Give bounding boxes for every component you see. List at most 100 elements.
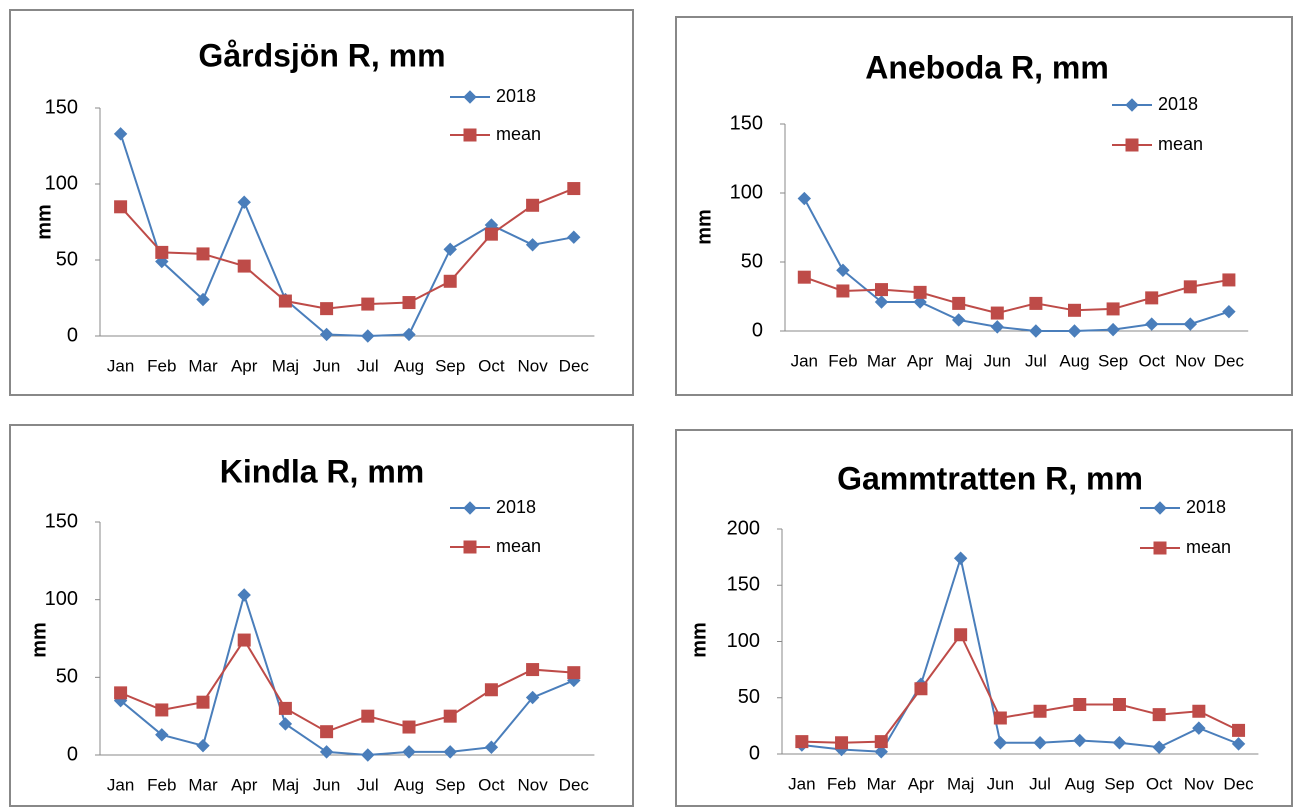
y-tick-label: 150: [727, 574, 760, 596]
chart-title: Aneboda R, mm: [865, 49, 1109, 85]
marker: [484, 227, 498, 241]
marker: [443, 709, 457, 723]
marker: [1231, 737, 1246, 751]
marker: [1183, 280, 1197, 294]
x-tick-label: Jun: [313, 775, 340, 794]
marker: [237, 633, 251, 647]
marker: [1192, 704, 1206, 718]
x-tick-label: Aug: [1059, 351, 1089, 370]
marker: [278, 294, 292, 308]
marker: [1106, 302, 1120, 316]
y-tick-label: 0: [67, 743, 78, 765]
marker: [1029, 324, 1043, 338]
marker: [1222, 304, 1236, 319]
marker: [319, 327, 334, 342]
marker: [1152, 708, 1166, 722]
x-tick-label: Apr: [907, 351, 934, 370]
marker: [874, 735, 888, 749]
x-tick-label: Jan: [788, 774, 815, 793]
marker: [237, 588, 251, 602]
y-tick-label: 100: [45, 588, 78, 610]
marker: [874, 295, 889, 309]
y-tick-label: 150: [45, 510, 78, 532]
y-tick-label: 100: [727, 630, 760, 652]
marker: [835, 736, 849, 750]
marker: [526, 663, 540, 677]
marker: [1153, 541, 1167, 555]
marker: [1106, 322, 1120, 337]
legend-label: 2018: [496, 86, 536, 106]
marker: [463, 501, 477, 515]
chart: 0 50 100 150 Jan Feb Mar Apr Maj Jun Jul Aug Sep Oct N…: [9, 424, 634, 807]
marker: [320, 302, 334, 316]
marker: [463, 128, 477, 142]
marker: [443, 274, 457, 288]
marker: [484, 740, 499, 754]
x-tick-label: Jan: [791, 351, 818, 370]
x-tick-label: Aug: [394, 775, 424, 794]
y-tick-label: 0: [752, 319, 763, 341]
x-tick-label: Mar: [867, 774, 897, 793]
marker: [402, 745, 416, 759]
marker: [1029, 296, 1043, 310]
marker: [990, 320, 1005, 334]
marker: [1183, 317, 1198, 331]
marker: [797, 191, 812, 206]
marker: [1033, 736, 1047, 750]
x-tick-label: Apr: [908, 774, 935, 793]
y-tick-label: 50: [738, 686, 760, 708]
legend-label: mean: [1186, 537, 1231, 557]
y-tick-label: 0: [749, 742, 760, 764]
x-tick-label: Jul: [357, 356, 379, 375]
x-tick-label: Feb: [147, 356, 176, 375]
chart: 0 50 100 150 200 Jan Feb Mar Apr Maj Jun Jul Aug Sep O…: [675, 429, 1293, 807]
marker: [155, 254, 169, 269]
marker: [1152, 740, 1166, 754]
x-tick-label: Mar: [188, 356, 218, 375]
series-line: [120, 638, 574, 733]
marker: [990, 306, 1004, 320]
y-axis-label: mm: [28, 622, 50, 658]
series-line: [119, 591, 575, 757]
x-tick-label: Jul: [1029, 774, 1051, 793]
marker: [874, 745, 888, 759]
marker: [463, 540, 477, 554]
marker: [402, 327, 416, 342]
y-tick-label: 50: [741, 250, 763, 272]
marker: [155, 245, 169, 259]
marker: [951, 313, 966, 327]
y-tick-label: 0: [67, 324, 78, 346]
chart-frame: [675, 429, 1293, 807]
marker: [463, 90, 477, 104]
marker: [525, 690, 540, 705]
legend-label: mean: [496, 536, 541, 556]
x-tick-label: Sep: [435, 775, 465, 794]
marker: [155, 728, 169, 742]
x-tick-label: Jun: [987, 774, 1014, 793]
x-tick-label: Dec: [1214, 351, 1245, 370]
marker: [567, 666, 581, 680]
marker: [914, 682, 928, 696]
marker: [278, 717, 293, 731]
y-tick-label: 100: [45, 172, 78, 194]
marker: [196, 292, 210, 307]
marker: [361, 297, 375, 311]
marker: [1125, 138, 1139, 152]
marker: [875, 283, 888, 297]
marker: [1153, 501, 1167, 515]
marker: [993, 736, 1008, 750]
series-line: [801, 554, 1239, 753]
marker: [1067, 324, 1082, 338]
legend-label: 2018: [1186, 497, 1226, 517]
marker: [1144, 317, 1159, 331]
series-line: [801, 632, 1239, 744]
x-tick-label: Maj: [947, 774, 974, 793]
x-tick-label: Maj: [272, 356, 299, 375]
legend-label: mean: [1158, 134, 1203, 154]
marker: [836, 284, 850, 298]
series-line: [119, 187, 575, 310]
y-tick-label: 150: [730, 112, 763, 134]
marker: [993, 711, 1007, 725]
x-tick-label: Jun: [984, 351, 1011, 370]
